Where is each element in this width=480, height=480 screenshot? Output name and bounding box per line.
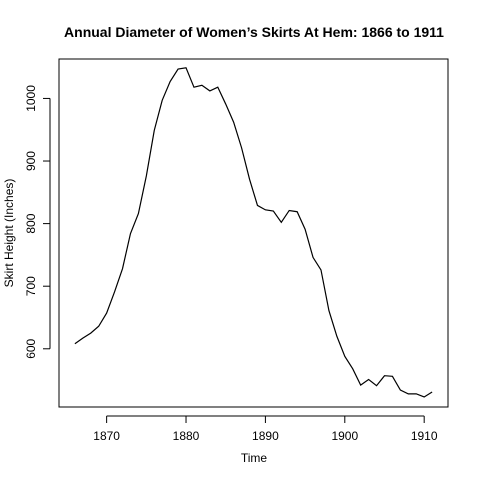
series-line — [74, 67, 433, 398]
y-axis: 600 700 800 900 1000 — [24, 85, 51, 359]
plot-area — [58, 58, 449, 408]
x-axis: 1870 1880 1890 1900 1910 — [93, 415, 438, 443]
x-tick-label: 1870 — [93, 429, 120, 443]
x-tick-label: 1900 — [331, 429, 358, 443]
x-axis-label: Time — [241, 451, 268, 465]
y-axis-label: Skirt Height (Inches) — [2, 179, 16, 288]
y-tick-label: 600 — [24, 338, 38, 358]
x-tick-label: 1880 — [173, 429, 200, 443]
chart-title: Annual Diameter of Women’s Skirts At Hem… — [64, 24, 444, 40]
x-tick-label: 1910 — [411, 429, 438, 443]
y-tick-label: 1000 — [24, 85, 38, 112]
y-tick-label: 700 — [24, 276, 38, 296]
y-tick-label: 900 — [24, 151, 38, 171]
y-tick-label: 800 — [24, 213, 38, 233]
x-tick-label: 1890 — [252, 429, 279, 443]
